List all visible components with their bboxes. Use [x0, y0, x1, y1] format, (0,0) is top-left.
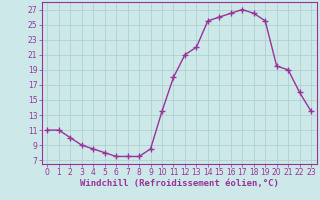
X-axis label: Windchill (Refroidissement éolien,°C): Windchill (Refroidissement éolien,°C) — [80, 179, 279, 188]
